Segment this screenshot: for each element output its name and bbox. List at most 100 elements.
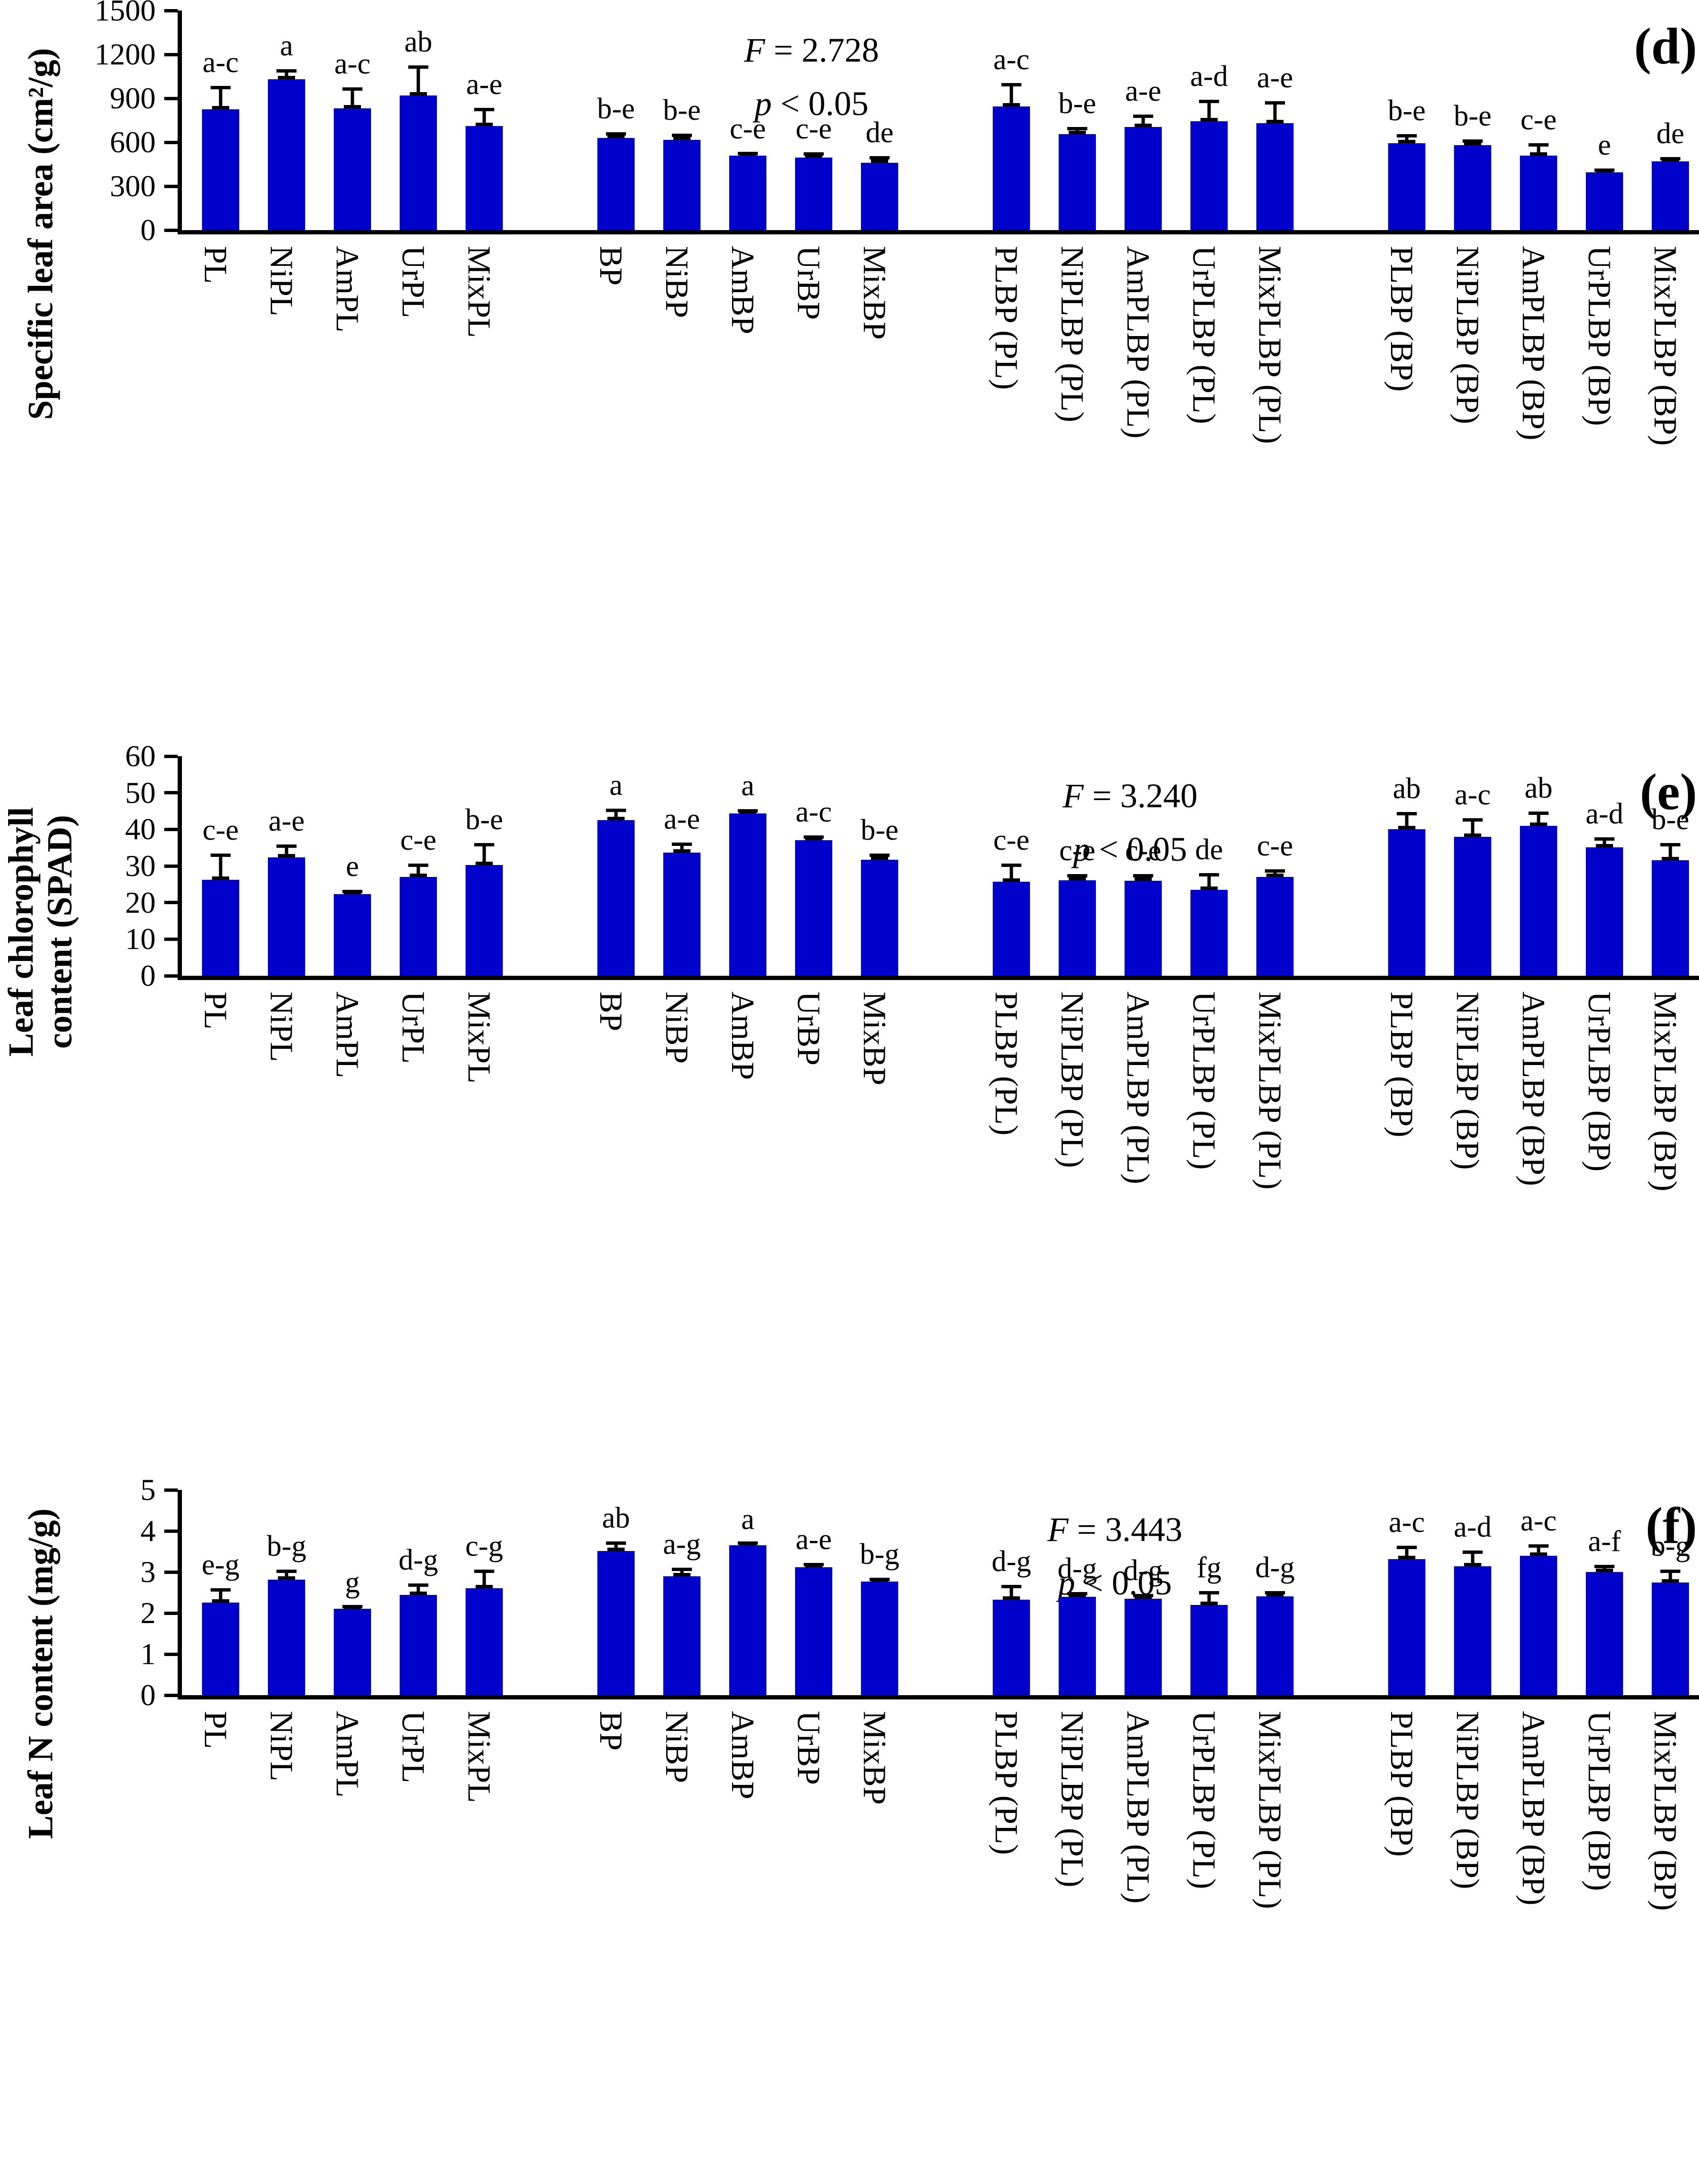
x-label-slot: MixPLBP (BP) <box>1633 980 1699 1490</box>
x-axis-label: MixPLBP (BP) <box>1647 1711 1684 1911</box>
x-axis-label: PLBP (BP) <box>1384 1711 1420 1857</box>
error-bar-line <box>1603 837 1606 847</box>
error-bar-line <box>482 107 486 127</box>
error-bar-bottom-cap <box>805 154 822 158</box>
x-label-group: BP NiBP AmBP UrBP MixBP <box>579 1699 908 2172</box>
bar-MixBP <box>861 1581 898 1695</box>
x-label-slot: PL <box>183 1699 249 2172</box>
error-bar-top-cap <box>1133 874 1153 877</box>
significance-letter: a-e <box>1125 74 1161 107</box>
bar-slot: a-e <box>451 11 517 230</box>
error-bar <box>606 809 626 821</box>
error-bar-line <box>1537 143 1540 156</box>
x-label-slot: NiPL <box>249 980 315 1490</box>
error-bar <box>1001 83 1021 106</box>
error-bar-top-cap <box>606 809 626 812</box>
error-bar <box>1529 811 1549 826</box>
bar-slot: de <box>847 11 913 230</box>
x-label-slot: PL <box>183 980 249 1490</box>
x-label-slot: MixPLBP (BP) <box>1633 1699 1699 2172</box>
error-bar-line <box>1537 1544 1540 1556</box>
x-label-slot: AmPLBP (BP) <box>1501 1699 1567 2172</box>
error-bar-top-cap <box>1594 837 1614 841</box>
bar-slot: b-e <box>451 756 517 976</box>
x-label-group: BP NiBP AmBP UrBP MixBP <box>579 234 908 756</box>
bar-slot: de <box>1637 11 1699 230</box>
y-tick-mark <box>164 864 178 868</box>
x-axis-label: NiPLBP (BP) <box>1450 1711 1486 1889</box>
error-bar-bottom-cap <box>739 152 756 156</box>
bar-slot: ab <box>583 1490 649 1695</box>
y-tick-label: 10 <box>125 922 156 956</box>
error-bar-bottom-cap <box>1200 1601 1218 1605</box>
x-axis-label: MixPLBP (PL) <box>1252 1711 1288 1910</box>
x-axis-label: MixBP <box>857 992 893 1086</box>
error-bar-top-cap <box>276 1569 297 1573</box>
error-bar-bottom-cap <box>344 891 361 895</box>
x-axis-label: PLBP (PL) <box>988 246 1025 390</box>
error-bar-line <box>1207 1591 1211 1605</box>
bar-UrBP <box>795 158 832 230</box>
x-axis-label: UrPL <box>395 992 432 1064</box>
bar-slot: a-e <box>649 756 715 976</box>
error-bar-bottom-cap <box>1464 834 1481 837</box>
bar-MixPL <box>466 865 503 976</box>
error-bar-top-cap <box>1529 1544 1549 1548</box>
y-tick-label: 600 <box>110 125 156 159</box>
error-bar-bottom-cap <box>1266 874 1284 877</box>
bar-UrPLBP (BP) <box>1586 1572 1623 1695</box>
error-bar-bottom-cap <box>1464 1562 1481 1566</box>
error-bar <box>870 1577 890 1582</box>
error-bar-line <box>614 1541 618 1551</box>
error-bar-line <box>1075 127 1079 135</box>
x-label-slot: MixBP <box>842 1699 908 2172</box>
x-axis-label: UrPLBP (BP) <box>1582 992 1618 1172</box>
bar-slot: b-e <box>649 11 715 230</box>
p-value: < 0.05 <box>772 84 869 123</box>
significance-letter: a-e <box>664 802 700 835</box>
error-bar-bottom-cap <box>1200 117 1218 121</box>
significance-letter: ab <box>602 1502 630 1535</box>
bar-slot: d-g <box>385 1490 451 1695</box>
p-symbol: p <box>754 84 772 123</box>
error-bar-top-cap <box>1594 1565 1614 1569</box>
error-bar <box>672 842 692 853</box>
error-bar-line <box>1207 873 1211 890</box>
x-label-slot: NiPLBP (PL) <box>1040 234 1106 756</box>
error-bar <box>1594 837 1614 847</box>
x-label-slot: NiPLBP (PL) <box>1040 980 1106 1490</box>
x-label-slot: BP <box>579 234 645 756</box>
error-bar-bottom-cap <box>871 159 888 163</box>
f-symbol: F <box>1062 777 1084 815</box>
error-bar-top-cap <box>1463 818 1483 822</box>
error-bar-line <box>416 863 420 877</box>
error-bar-line <box>416 1583 420 1595</box>
error-bar <box>276 844 297 858</box>
x-label-slot: MixPL <box>447 1699 513 2172</box>
significance-letter: a-e <box>796 1523 832 1556</box>
bar-slot: a-e <box>1242 11 1308 230</box>
error-bar-line <box>1603 1565 1606 1572</box>
error-bar-bottom-cap <box>1003 878 1020 882</box>
significance-letter: c-e <box>1257 829 1293 862</box>
bar-MixBP <box>861 859 898 976</box>
panel-e-plot-area: Leaf chlorophyll content (SPAD) 0 10 20 30 4… <box>2 739 1699 1056</box>
error-bar <box>738 151 758 156</box>
y-axis-title-line: Leaf chlorophyll <box>1 807 41 1057</box>
error-bar-top-cap <box>672 133 692 137</box>
error-bar <box>474 1569 494 1588</box>
error-bar-bottom-cap <box>476 1584 493 1588</box>
significance-letter: b-e <box>860 813 899 846</box>
error-bar-line <box>1668 843 1672 860</box>
error-bar <box>804 1563 824 1567</box>
error-bar-bottom-cap <box>1530 152 1547 156</box>
bar-slot: a-f <box>1572 1490 1637 1695</box>
error-bar <box>1397 1545 1417 1560</box>
significance-letter: c-e <box>1520 103 1557 136</box>
f-statistic: F = 3.443 <box>1048 1503 1183 1557</box>
error-bar <box>1199 873 1219 890</box>
error-bar <box>1265 869 1285 877</box>
significance-letter: a-c <box>1520 1505 1557 1538</box>
y-tick-mark <box>164 791 178 795</box>
significance-letter: fg <box>1197 1551 1221 1584</box>
